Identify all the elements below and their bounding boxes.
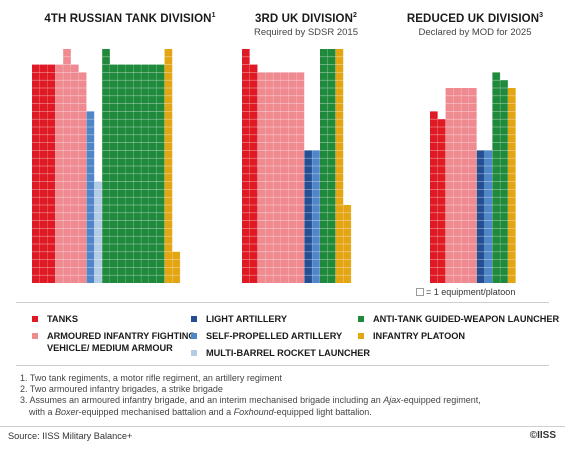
unit-column-ifv	[296, 72, 305, 284]
footnote-2: 2. Two armoured infantry brigades, a str…	[20, 384, 223, 395]
unit-column-atgw	[492, 72, 501, 284]
unit-column-infantry	[164, 49, 173, 283]
unit-column-fill	[78, 72, 87, 284]
footnotes: 1. Two tank regiments, a motor rifle reg…	[20, 373, 550, 418]
footnote-3: 3. Assumes an armoured infantry brigade,…	[20, 395, 481, 406]
legend: TANKS ARMOURED INFANTRY FIGHTING VEHICLE…	[16, 302, 559, 366]
division-title-russian: 4TH RUSSIAN TANK DIVISION1	[44, 12, 216, 25]
unit-column-la	[476, 150, 485, 283]
legend-label-mrl: MULTI-BARREL ROCKET LAUNCHER	[206, 348, 371, 358]
legend-label-infantry: INFANTRY PLATOON	[373, 331, 466, 341]
unit-column-tanks	[249, 64, 258, 283]
legend-label-atgw: ANTI-TANK GUIDED-WEAPON LAUNCHER	[373, 314, 560, 324]
unit-column-fill	[288, 72, 297, 284]
footnote-3-continued: with a Boxer-equipped mechanised battali…	[29, 406, 372, 417]
division-subtitle-reduced-uk: Declared by MOD for 2025	[418, 27, 532, 38]
unit-column-fill	[257, 72, 266, 284]
unit-column-ifv	[453, 88, 462, 283]
unit-column-ifv	[55, 64, 64, 283]
iiss-logo: ©IISS	[529, 430, 556, 441]
unit-column-fill	[461, 88, 469, 283]
legend-label-spa: SELF-PROPELLED ARTILLERY	[206, 331, 343, 341]
unit-column-fill	[94, 181, 103, 283]
unit-column-atgw	[327, 49, 336, 283]
unit-column-atgw	[110, 64, 119, 283]
unit-column-ifv	[288, 72, 297, 284]
unit-column-ifv	[71, 64, 80, 283]
unit-column-spa	[312, 150, 321, 283]
unit-column-infantry	[508, 88, 517, 283]
division-grid-0	[32, 49, 181, 284]
unit-column-ifv	[78, 72, 87, 284]
unit-column-ifv	[445, 88, 454, 283]
unit-column-atgw	[500, 80, 509, 283]
unit-column-tanks	[39, 64, 48, 283]
unit-column-fill	[453, 88, 462, 283]
legend-label-light-artillery: LIGHT ARTILLERY	[206, 314, 287, 324]
unit-column-spa	[484, 150, 493, 283]
unit-column-fill	[492, 72, 501, 284]
unit-column-fill	[281, 72, 289, 284]
unit-column-spa	[86, 111, 95, 284]
unit-column-infantry	[335, 49, 344, 283]
unit-column-infantry	[172, 251, 181, 283]
legend-label-ifv-line2: VEHICLE/ MEDIUM ARMOUR	[47, 343, 173, 353]
unit-column-tanks	[242, 49, 251, 283]
unit-column-atgw	[133, 64, 142, 283]
unit-column-atgw	[125, 64, 134, 283]
unit-column-atgw	[117, 64, 126, 283]
unit-column-atgw	[149, 64, 158, 283]
unit-column-ifv	[469, 88, 478, 283]
unit-column-ifv	[63, 49, 72, 283]
unit-column-fill	[304, 150, 313, 283]
legend-swatch-tanks	[32, 316, 38, 322]
source-text: Source: IISS Military Balance+	[8, 431, 133, 441]
unit-column-ifv	[257, 72, 266, 284]
unit-column-fill	[312, 150, 320, 283]
legend-label-tanks: TANKS	[47, 314, 78, 324]
unit-column-tanks	[32, 64, 41, 283]
footnote-1: 1. Two tank regiments, a motor rifle reg…	[20, 373, 282, 383]
unit-column-fill	[437, 119, 446, 283]
legend-swatch-light-artillery	[191, 316, 197, 322]
unit-column-ifv	[281, 72, 290, 284]
unit-column-fill	[445, 88, 454, 283]
legend-swatch-mrl	[191, 350, 197, 356]
division-grid-2	[430, 72, 517, 284]
unit-column-ifv	[273, 72, 282, 284]
unit-column-fill	[469, 88, 477, 283]
division-grid-1	[242, 49, 352, 284]
legend-swatch-ifv	[32, 333, 38, 339]
unit-column-ifv	[461, 88, 470, 283]
unit-column-tanks	[47, 64, 56, 283]
unit-square-icon	[416, 288, 424, 296]
unit-column-fill	[484, 150, 493, 283]
unit-column-atgw	[156, 64, 165, 283]
unit-column-fill	[265, 72, 274, 284]
division-title-reduced-uk: REDUCED UK DIVISION3	[406, 12, 544, 25]
unit-note: = 1 equipment/platoon	[416, 287, 515, 297]
unit-column-atgw	[320, 49, 329, 283]
division-title-3rd-uk: 3RD UK DIVISION2	[255, 12, 357, 25]
unit-column-fill	[296, 72, 305, 284]
legend-label-ifv-line1: ARMOURED INFANTRY FIGHTING	[47, 331, 196, 341]
unit-column-tanks	[430, 111, 439, 284]
unit-column-atgw	[102, 49, 111, 283]
unit-column-la	[304, 150, 313, 283]
unit-column-ifv	[265, 72, 274, 284]
unit-column-mrl	[94, 181, 103, 283]
legend-swatch-atgw	[358, 316, 364, 322]
unit-column-fill	[476, 150, 485, 283]
legend-swatch-infantry	[358, 333, 364, 339]
unit-chart	[32, 49, 517, 284]
division-subtitle-3rd-uk: Required by SDSR 2015	[253, 27, 359, 38]
unit-column-tanks	[437, 119, 446, 283]
bottom-divider	[0, 426, 565, 427]
legend-swatch-spa	[191, 333, 197, 339]
unit-column-infantry	[343, 205, 352, 283]
unit-column-fill	[508, 88, 516, 283]
unit-column-fill	[273, 72, 281, 284]
unit-column-atgw	[141, 64, 150, 283]
